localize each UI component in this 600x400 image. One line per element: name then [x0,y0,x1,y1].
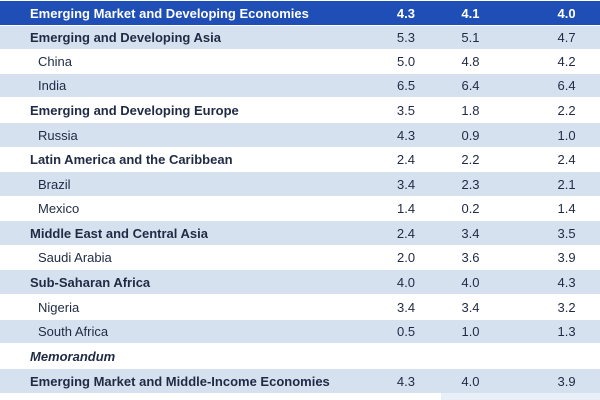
row-value-2: 6.4 [461,78,480,93]
row-value-2: 3.4 [461,299,480,315]
row-label: South Africa [38,324,109,339]
table-row: Latin America and the Caribbean 2.4 2.2 … [0,147,600,171]
row-value-3: 6.4 [557,78,576,93]
row-label: Emerging and Developing Europe [30,102,239,118]
row-value-1: 4.3 [396,373,415,389]
row-value-3: 3.9 [557,373,576,389]
row-label: Mexico [38,201,80,216]
row-value-2: 4.0 [461,373,480,389]
row-value-3: 1.0 [557,127,576,143]
row-value-1: 2.4 [396,225,415,241]
table-row: China 5.0 4.8 4.2 [0,49,600,73]
row-value-3: 4.3 [557,274,576,290]
table-row: Russia 4.3 0.9 1.0 [0,122,600,147]
row-value-2: 3.6 [461,250,480,265]
row-value-2: 1.8 [461,102,480,118]
row-value-2: 3.4 [461,225,480,241]
table-header-row: Emerging Market and Developing Economies… [0,0,600,25]
row-value-3: 2.1 [557,176,576,192]
row-value-1: 1.4 [397,201,416,216]
row-value-2: 5.1 [461,30,480,45]
row-value-3: 4.7 [557,30,576,45]
row-value-1: 2.0 [397,250,416,265]
row-value-3: 2.2 [557,102,576,118]
row-label: Latin America and the Caribbean [30,152,233,167]
row-value-2: 4.0 [461,274,480,290]
table-row: Emerging and Developing Asia 5.3 5.1 4.7 [0,25,600,49]
row-value-3: 1.4 [557,201,576,216]
row-value-3: 1.3 [557,324,576,339]
table-row: Sub-Saharan Africa 4.0 4.0 4.3 [0,269,600,294]
row-value-1: 4.3 [397,127,416,143]
row-value-3: 3.5 [557,225,576,241]
row-label: Saudi Arabia [38,250,112,265]
row-value-1: 3.4 [397,299,416,315]
header-value-2: 4.1 [461,5,480,21]
memorandum-label: Memorandum [30,348,116,364]
table-row: Nigeria 3.4 3.4 3.2 [0,294,600,319]
row-label: Emerging Market and Middle-Income Econom… [30,373,330,389]
table-row: Middle East and Central Asia 2.4 3.4 3.5 [0,220,600,245]
table-row: Saudi Arabia 2.0 3.6 3.9 [0,245,600,269]
row-value-1: 3.5 [396,102,415,118]
row-value-1: 0.5 [397,324,416,339]
row-value-1: 6.5 [397,78,416,93]
row-value-2: 2.3 [461,176,480,192]
row-value-2: 0.2 [461,201,480,216]
row-label: Sub-Saharan Africa [30,274,151,290]
row-value-1: 4.0 [396,274,415,290]
header-value-1: 4.3 [396,5,415,21]
row-value-3: 2.4 [557,152,576,167]
table-row: Mexico 1.4 0.2 1.4 [0,196,600,220]
row-label: China [38,54,72,69]
row-label: Nigeria [38,299,80,315]
row-value-3: 3.2 [557,299,576,315]
row-label: Middle East and Central Asia [30,225,208,241]
header-label: Emerging Market and Developing Economies [30,5,309,21]
table-row: Emerging and Developing Europe 3.5 1.8 2… [0,97,600,122]
row-value-2: 4.8 [461,54,480,69]
row-value-1: 3.4 [397,176,416,192]
header-value-3: 4.0 [557,5,576,21]
row-value-2: 0.9 [461,127,480,143]
row-label: India [38,78,67,93]
row-value-3: 3.9 [557,250,576,265]
row-label: Brazil [38,176,71,192]
table-row: South Africa 0.5 1.0 1.3 [0,319,600,343]
row-value-2: 2.2 [461,152,480,167]
row-value-3: 4.2 [557,54,576,69]
row-value-1: 2.4 [396,152,415,167]
row-value-2: 1.0 [461,324,480,339]
table-row: India 6.5 6.4 6.4 [0,73,600,97]
row-value-1: 5.0 [397,54,416,69]
row-label: Russia [38,127,78,143]
row-value-1: 5.3 [396,30,415,45]
memorandum-row: Memorandum [0,343,600,368]
row-label: Emerging and Developing Asia [30,30,221,45]
table-row: Emerging Market and Middle-Income Econom… [0,368,600,393]
table-row: Brazil 3.4 2.3 2.1 [0,171,600,196]
